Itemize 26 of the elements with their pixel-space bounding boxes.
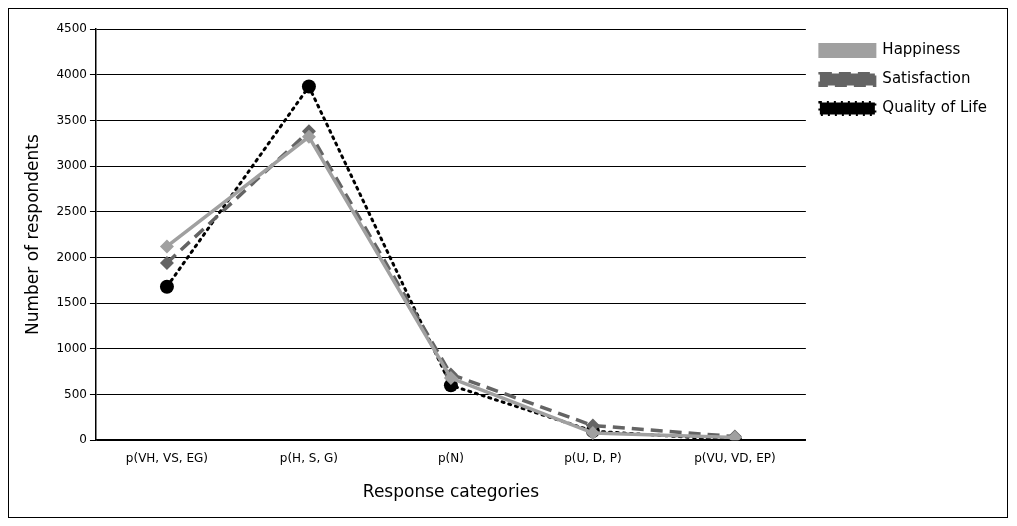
y-tick-label: 1500 bbox=[56, 295, 87, 310]
x-tick-label: p(H, S, G) bbox=[279, 450, 339, 465]
point bbox=[443, 371, 458, 386]
x-axis-title: Response categories bbox=[362, 481, 540, 502]
x-tick-label: p(VU, VD, EP) bbox=[694, 450, 776, 465]
y-tick-label: 3500 bbox=[56, 112, 87, 127]
point bbox=[301, 129, 316, 144]
x-tick-label: p(U, D, P) bbox=[564, 450, 622, 465]
y-tick-label: 0 bbox=[79, 432, 87, 447]
x-tick-label: p(N) bbox=[437, 450, 464, 465]
point bbox=[159, 279, 174, 294]
y-tick-label: 2500 bbox=[56, 203, 87, 218]
y-axis-title: Number of respondents bbox=[21, 134, 42, 336]
y-tick-label: 1000 bbox=[56, 340, 87, 355]
point bbox=[301, 79, 316, 94]
y-tick-label: 500 bbox=[64, 386, 87, 401]
y-tick-label: 2000 bbox=[56, 249, 87, 264]
point bbox=[159, 255, 174, 270]
x-tick-label: p(VH, VS, EG) bbox=[125, 450, 209, 465]
point bbox=[159, 239, 174, 254]
y-tick-label: 4500 bbox=[56, 21, 87, 36]
legend-label: Quality of Life bbox=[882, 98, 988, 117]
legend-label: Satisfaction bbox=[882, 69, 971, 88]
y-tick-label: 4000 bbox=[56, 66, 87, 81]
legend-label: Happiness bbox=[882, 40, 961, 59]
y-tick-label: 3000 bbox=[56, 158, 87, 173]
